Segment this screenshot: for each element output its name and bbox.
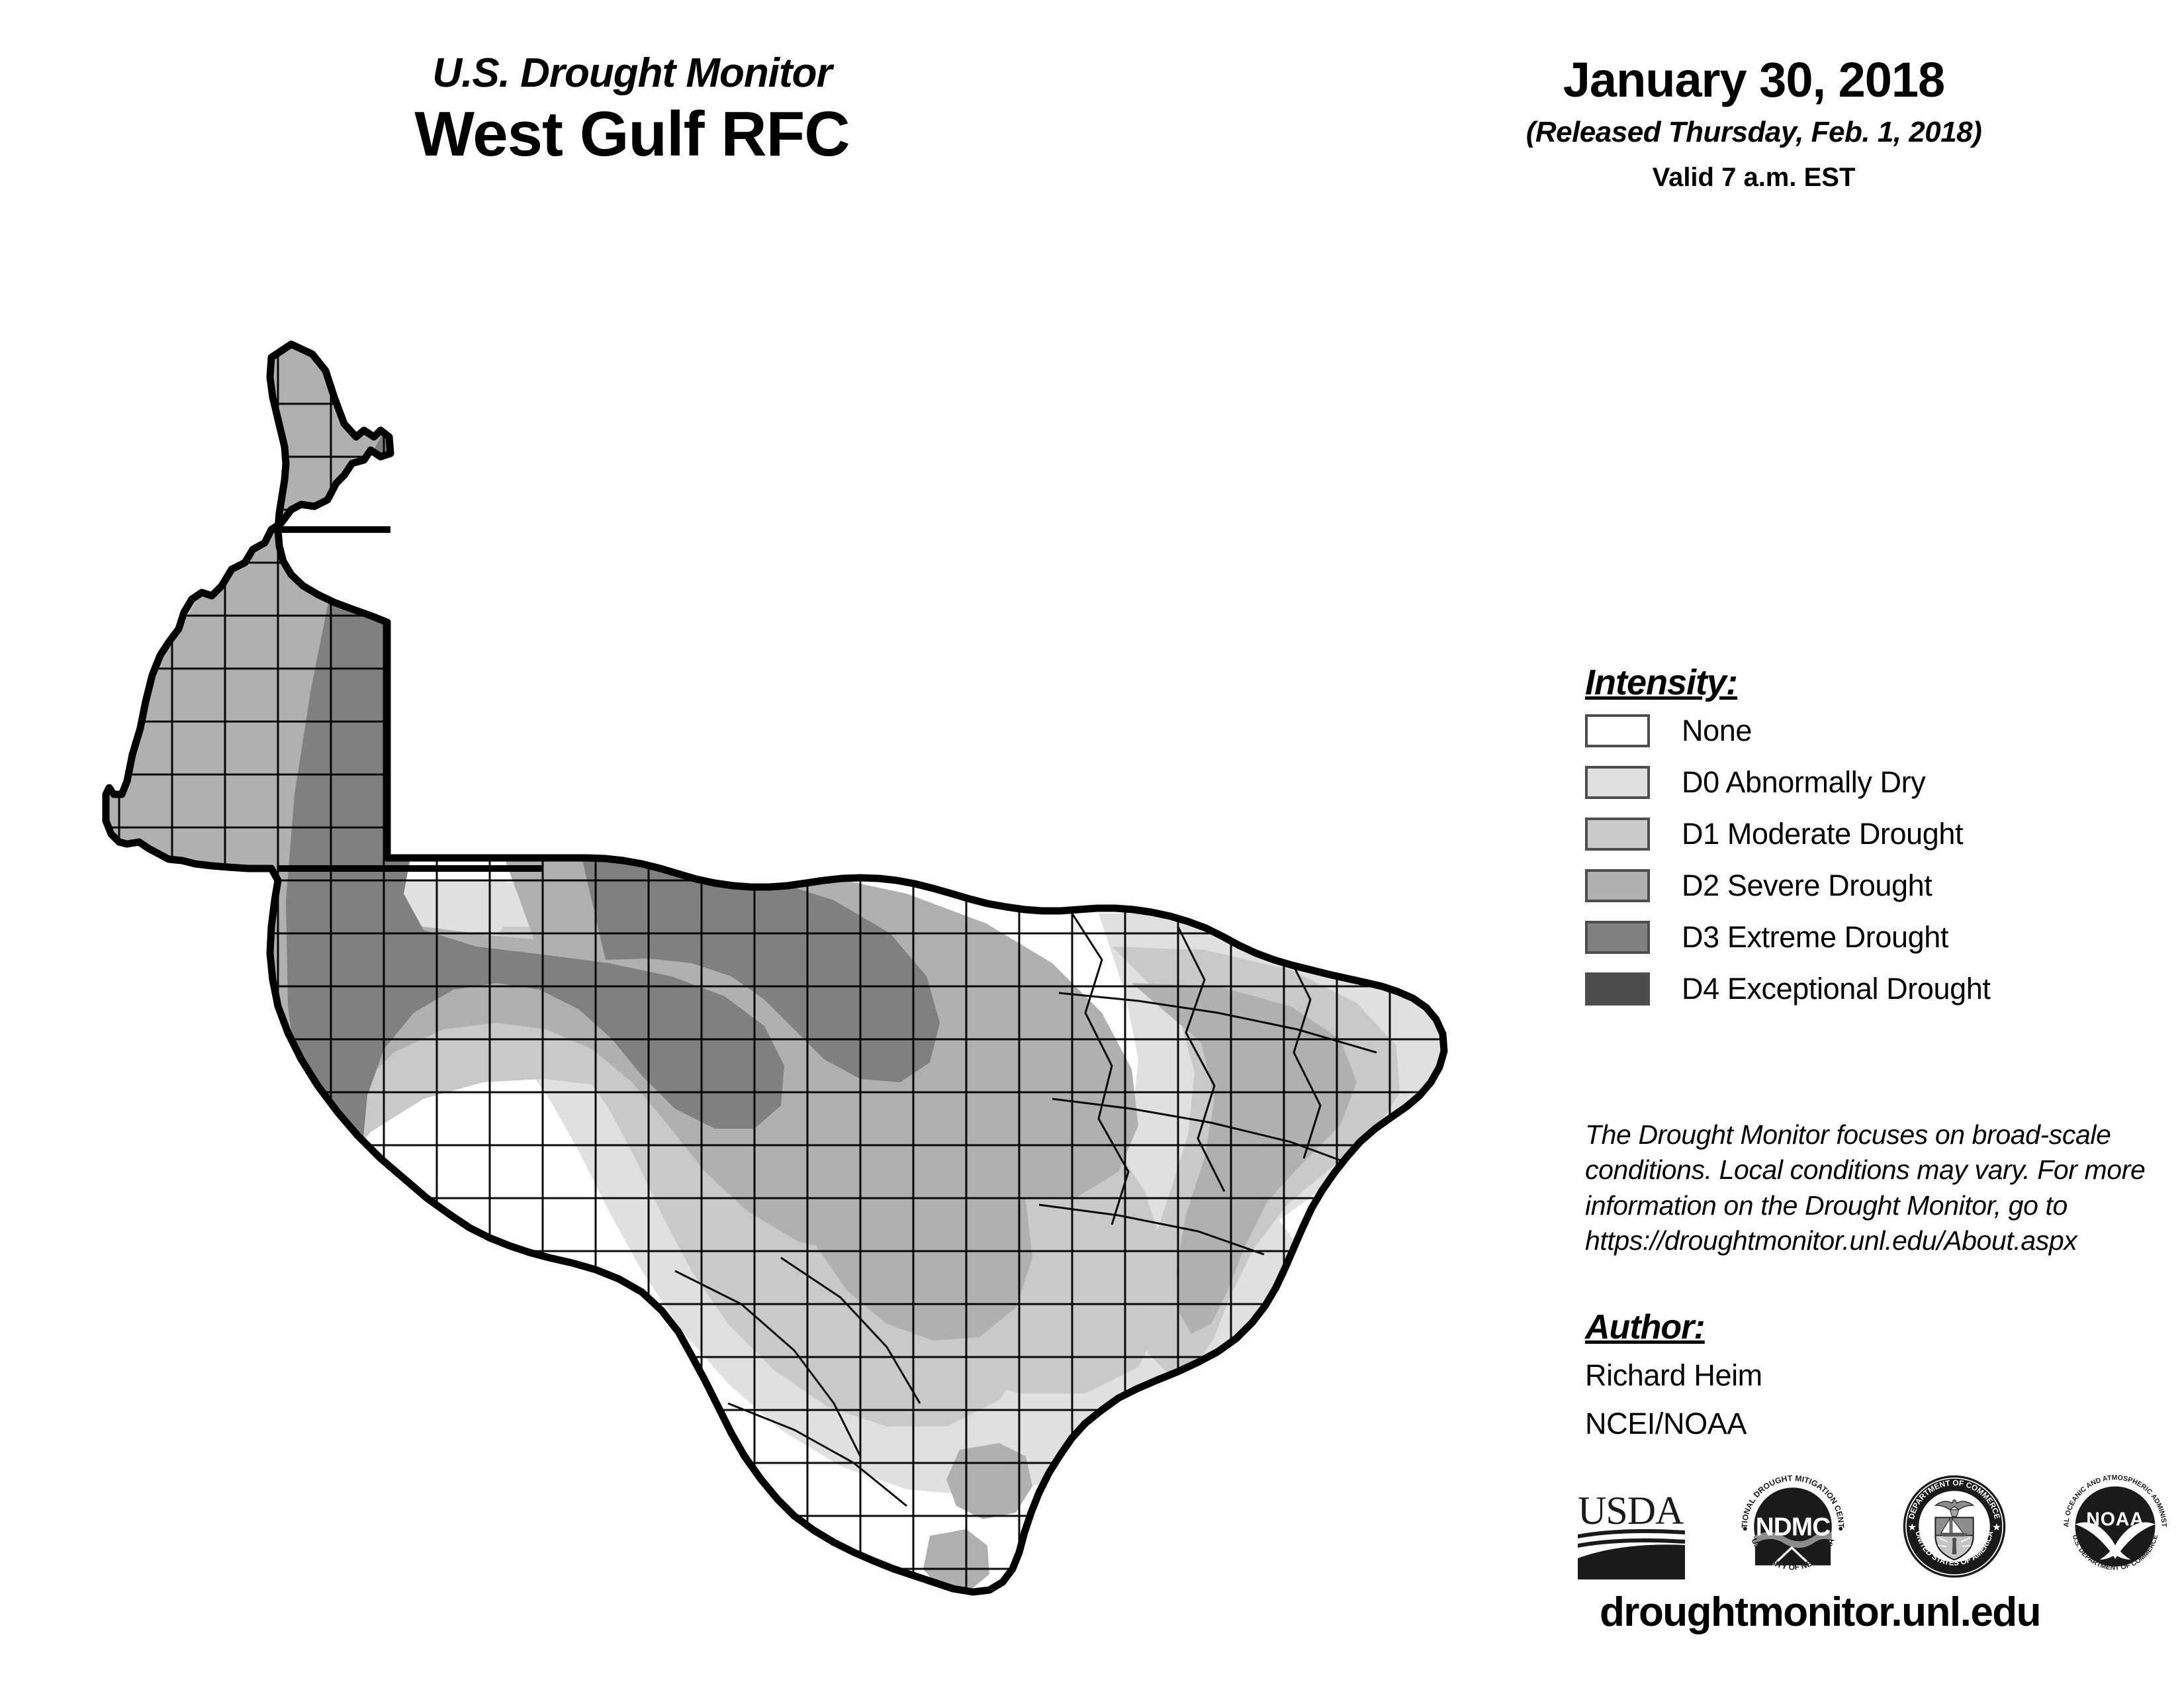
d2-area-east-la: [1132, 983, 1357, 1334]
d2-area-south-coast: [923, 1529, 989, 1591]
legend-swatch-d0: [1585, 766, 1650, 799]
svg-text:USDA: USDA: [1578, 1489, 1684, 1532]
author-heading: Author:: [1585, 1308, 1706, 1346]
region-outline: [102, 340, 1448, 1596]
legend-label-d1: D1 Moderate Drought: [1682, 817, 1964, 851]
legend-swatch-d1: [1585, 818, 1650, 851]
ndmc-logo: NDMC NATIONAL DROUGHT MITIGATION CENTER …: [1735, 1464, 1848, 1585]
svg-text:★: ★: [1992, 1521, 2001, 1533]
d3-core-texas-panhandle: [389, 530, 557, 712]
doc-seal: DEPARTMENT OF COMMERCE UNITED STATES OF …: [1899, 1471, 2010, 1585]
page-title: West Gulf RFC: [414, 99, 850, 170]
drought-shading-layer: [106, 344, 1444, 1592]
author-affiliation: NCEI/NOAA: [1585, 1406, 1747, 1440]
legend-swatch-d3: [1585, 921, 1650, 954]
usda-logo-svg: USDA: [1578, 1489, 1685, 1579]
drought-map: [79, 331, 1489, 1628]
svg-text:NDMC: NDMC: [1756, 1513, 1831, 1541]
legend-label-d2: D2 Severe Drought: [1682, 868, 1933, 902]
legend-item-d1: D1 Moderate Drought: [1585, 810, 2141, 858]
noaa-logo-svg: NOAA NATIONAL OCEANIC AND ATMOSPHERIC AD…: [2057, 1465, 2168, 1572]
author-block: Author: Richard Heim NCEI/NOAA: [1585, 1307, 2115, 1443]
legend: Intensity: None D0 Abnormally Dry D1 Mod…: [1585, 662, 2141, 1013]
valid-date: January 30, 2018: [1563, 52, 1945, 107]
legend-label-d0: D0 Abnormally Dry: [1682, 765, 1926, 799]
release-date: (Released Thursday, Feb. 1, 2018): [1525, 115, 1982, 148]
svg-text:★: ★: [1907, 1521, 1917, 1533]
d2-area-central-tx: [788, 1072, 1032, 1340]
legend-swatch-d2: [1585, 869, 1650, 902]
legend-swatch-none: [1585, 714, 1650, 747]
header: U.S. Drought Monitor West Gulf RFC Janua…: [0, 0, 2184, 265]
noaa-logo: NOAA NATIONAL OCEANIC AND ATMOSPHERIC AD…: [2057, 1465, 2171, 1585]
d2-area-nm: [106, 549, 278, 868]
legend-item-d2: D2 Severe Drought: [1585, 862, 2141, 910]
legend-item-d0: D0 Abnormally Dry: [1585, 759, 2141, 806]
disclaimer-text: The Drought Monitor focuses on broad-sca…: [1585, 1119, 2146, 1256]
page-subtitle: U.S. Drought Monitor: [432, 50, 832, 96]
date-block: January 30, 2018 (Released Thursday, Feb…: [1443, 54, 2065, 194]
valid-time: Valid 7 a.m. EST: [1652, 162, 1856, 192]
legend-label-d4: D4 Exceptional Drought: [1682, 972, 1991, 1006]
legend-title: Intensity:: [1585, 663, 1738, 702]
legend-item-d3: D3 Extreme Drought: [1585, 914, 2141, 961]
svg-text:NOAA: NOAA: [2086, 1509, 2144, 1530]
title-block: U.S. Drought Monitor West Gulf RFC: [218, 52, 1046, 170]
legend-label-none: None: [1682, 714, 1752, 747]
ndmc-logo-svg: NDMC NATIONAL DROUGHT MITIGATION CENTER …: [1735, 1464, 1846, 1572]
usda-logo: USDA: [1575, 1483, 1688, 1585]
legend-label-d3: D3 Extreme Drought: [1682, 920, 1948, 954]
logo-row: USDA NDMC NATIONAL DROUGHT MITIGATION CE…: [1575, 1420, 2171, 1585]
legend-item-d4: D4 Exceptional Drought: [1585, 965, 2141, 1013]
footer-url[interactable]: droughtmonitor.unl.edu: [1599, 1589, 2042, 1635]
d3-area-north-edge: [582, 861, 940, 1082]
doc-seal-svg: DEPARTMENT OF COMMERCE UNITED STATES OF …: [1903, 1475, 2005, 1578]
drought-map-svg: [102, 340, 1448, 1596]
legend-item-none: None: [1585, 707, 2141, 755]
author-name: Richard Heim: [1585, 1358, 1762, 1392]
legend-swatch-d4: [1585, 972, 1650, 1006]
